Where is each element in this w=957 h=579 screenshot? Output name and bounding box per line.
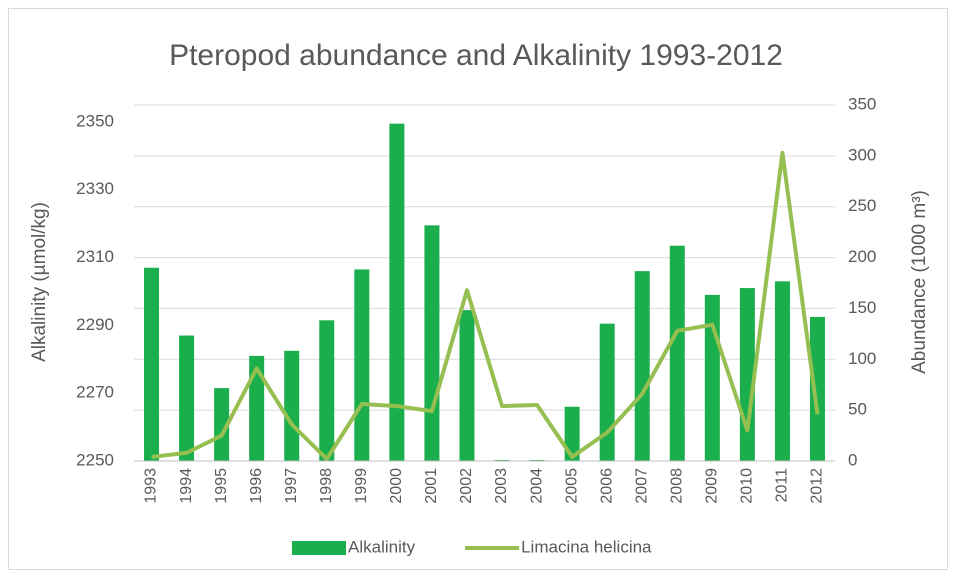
bar (564, 406, 580, 461)
legend-swatch (292, 541, 346, 555)
x-tick-label: 2000 (388, 468, 405, 504)
y-tick-label: 2290 (76, 315, 114, 334)
y2-tick-label: 200 (848, 247, 876, 266)
x-tick-label: 1995 (213, 468, 230, 504)
y2-tick-label: 100 (848, 349, 876, 368)
x-tick-label: 2009 (704, 468, 721, 504)
x-tick-label: 1999 (353, 468, 370, 504)
y-tick-label: 2330 (76, 179, 114, 198)
bar (774, 281, 790, 461)
bar (704, 294, 720, 461)
y2-tick-label: 250 (848, 196, 876, 215)
legend-label: Alkalinity (348, 537, 416, 556)
y2-tick-label: 350 (848, 94, 876, 113)
bar (424, 225, 440, 461)
legend-label: Limacina helicina (521, 537, 652, 556)
y2-tick-label: 300 (848, 145, 876, 164)
x-tick-label: 1993 (143, 468, 160, 504)
y2-axis-label: Abundance (1000 m³) (909, 190, 930, 374)
x-tick-label: 2012 (809, 468, 826, 504)
y-tick-label: 2270 (76, 383, 114, 402)
bar (809, 316, 825, 461)
x-tick-label: 2001 (423, 468, 440, 504)
y-tick-label: 2250 (76, 450, 114, 469)
bar (599, 323, 615, 461)
bar (389, 123, 405, 462)
x-tick-label: 1996 (248, 468, 265, 504)
bar (214, 388, 230, 461)
x-tick-label: 2006 (598, 468, 615, 504)
x-tick-label: 1997 (283, 468, 300, 504)
y2-tick-label: 50 (848, 400, 867, 419)
x-tick-label: 2011 (774, 468, 791, 503)
x-tick-label: 2003 (493, 468, 510, 504)
x-tick-label: 2002 (458, 468, 475, 504)
x-tick-label: 2005 (563, 468, 580, 504)
x-tick-label: 2010 (739, 468, 756, 504)
bar (284, 350, 300, 461)
bar (634, 271, 650, 461)
x-tick-label: 2008 (668, 468, 685, 504)
chart-border (8, 8, 948, 570)
y2-tick-label: 0 (848, 450, 857, 469)
bar (144, 267, 160, 461)
line (151, 150, 820, 461)
y-tick-label: 2350 (76, 111, 114, 130)
bar (459, 310, 475, 461)
bar (354, 269, 370, 461)
bar (669, 245, 685, 461)
x-tick-label: 2004 (528, 468, 545, 504)
x-tick-label: 1998 (318, 468, 335, 504)
x-tick-label: 1994 (178, 468, 195, 504)
x-tick-label: 2007 (633, 468, 650, 504)
chart-title: Pteropod abundance and Alkalinity 1993-2… (169, 39, 783, 72)
y-axis-label: Alkalinity (µmol/kg) (29, 202, 50, 362)
y2-tick-label: 150 (848, 298, 876, 317)
bar (249, 355, 265, 461)
bar (179, 335, 195, 461)
bar (319, 320, 335, 461)
y-tick-label: 2310 (76, 247, 114, 266)
